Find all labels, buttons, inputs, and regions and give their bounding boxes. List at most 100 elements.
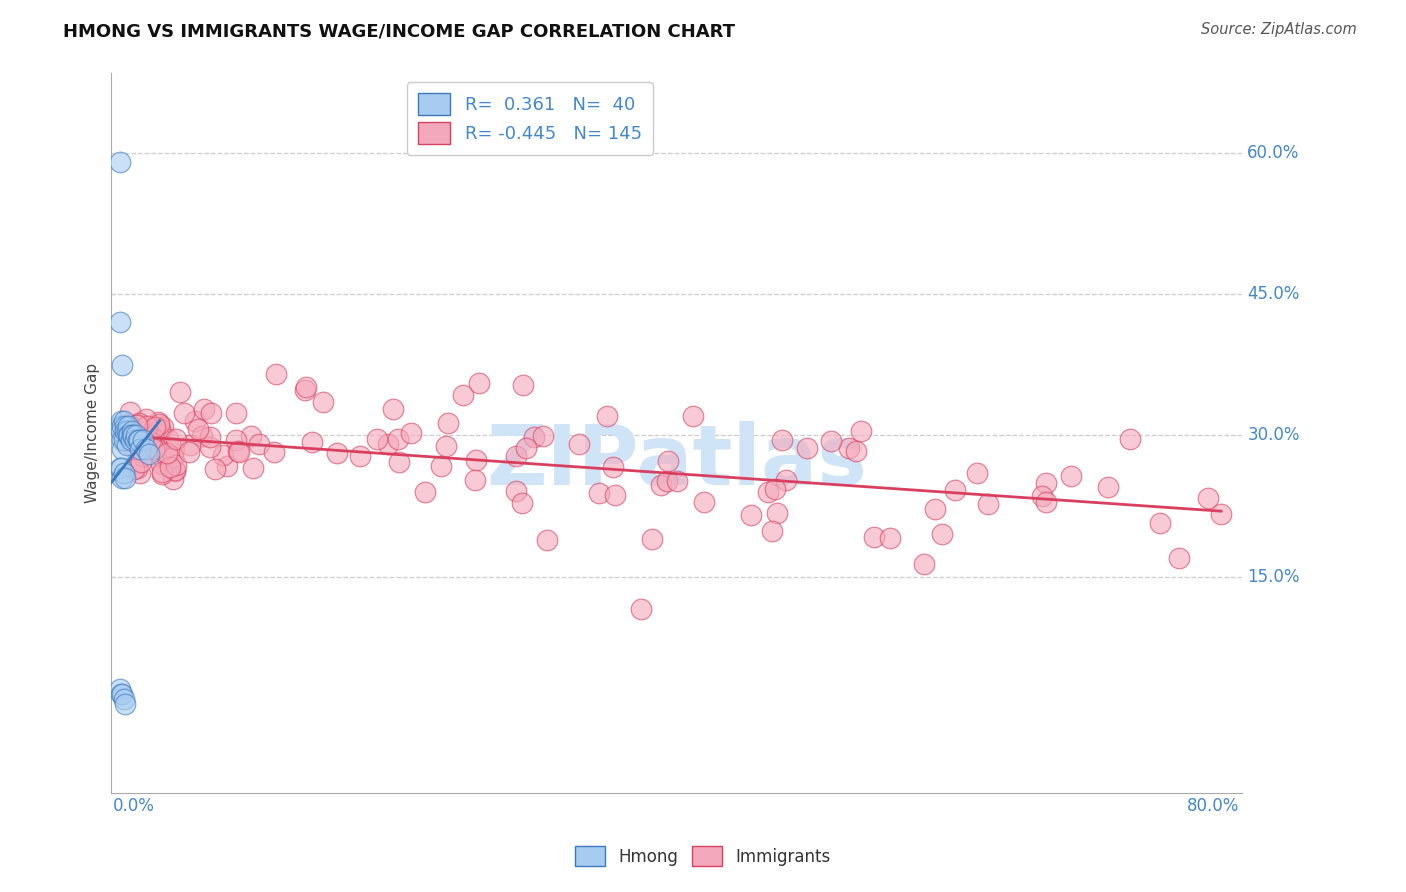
Point — [132, 439, 155, 453]
Point — [294, 380, 316, 394]
Point — [114, 471, 136, 485]
Text: 30.0%: 30.0% — [1247, 426, 1299, 444]
Point — [247, 437, 270, 451]
Point — [179, 444, 201, 458]
Point — [761, 524, 783, 538]
Point — [162, 472, 184, 486]
Point — [693, 495, 716, 509]
Point — [388, 454, 411, 468]
Point — [377, 437, 399, 451]
Point — [226, 443, 249, 458]
Point — [775, 473, 797, 487]
Point — [152, 419, 174, 434]
Text: HMONG VS IMMIGRANTS WAGE/INCOME GAP CORRELATION CHART: HMONG VS IMMIGRANTS WAGE/INCOME GAP CORR… — [63, 22, 735, 40]
Point — [437, 417, 460, 431]
Point — [849, 424, 872, 438]
Point — [148, 417, 170, 431]
Point — [125, 435, 148, 450]
Point — [121, 438, 143, 452]
Point — [112, 414, 135, 428]
Point — [139, 434, 162, 449]
Point — [132, 433, 155, 447]
Point — [239, 429, 262, 443]
Point — [451, 388, 474, 402]
Point — [650, 478, 672, 492]
Point — [756, 485, 779, 500]
Text: 60.0%: 60.0% — [1247, 144, 1299, 162]
Point — [135, 418, 157, 433]
Legend: Hmong, Immigrants: Hmong, Immigrants — [569, 839, 837, 873]
Point — [163, 462, 186, 476]
Point — [349, 449, 371, 463]
Point — [108, 461, 131, 475]
Point — [112, 466, 135, 480]
Point — [183, 414, 205, 428]
Point — [838, 442, 860, 456]
Point — [111, 433, 134, 447]
Point — [325, 446, 347, 460]
Point — [505, 449, 527, 463]
Point — [605, 488, 627, 502]
Point — [966, 467, 988, 481]
Point — [931, 527, 953, 541]
Point — [763, 483, 786, 497]
Point — [912, 557, 935, 571]
Point — [943, 483, 966, 497]
Point — [111, 418, 134, 433]
Point — [114, 418, 136, 433]
Point — [127, 434, 149, 449]
Point — [531, 428, 554, 442]
Point — [382, 402, 405, 417]
Point — [568, 437, 591, 451]
Point — [136, 430, 159, 444]
Point — [225, 433, 247, 447]
Point — [766, 506, 789, 520]
Point — [430, 458, 453, 473]
Text: 45.0%: 45.0% — [1247, 285, 1299, 303]
Point — [512, 377, 534, 392]
Point — [366, 432, 388, 446]
Point — [165, 458, 187, 472]
Point — [129, 455, 152, 469]
Point — [110, 461, 132, 475]
Point — [294, 383, 316, 397]
Point — [115, 438, 138, 452]
Point — [155, 448, 177, 462]
Point — [127, 433, 149, 447]
Point — [120, 419, 142, 434]
Point — [242, 461, 264, 475]
Point — [135, 447, 157, 461]
Point — [655, 474, 678, 488]
Point — [165, 464, 187, 478]
Point — [536, 533, 558, 548]
Point — [156, 445, 179, 459]
Point — [162, 450, 184, 465]
Point — [641, 532, 664, 546]
Text: 0.0%: 0.0% — [112, 797, 155, 814]
Point — [111, 442, 134, 457]
Point — [145, 441, 167, 455]
Point — [128, 416, 150, 430]
Point — [117, 418, 139, 433]
Point — [163, 442, 186, 456]
Point — [111, 471, 134, 485]
Point — [1149, 516, 1171, 530]
Point — [108, 155, 131, 169]
Point — [204, 462, 226, 476]
Point — [879, 531, 901, 545]
Point — [150, 467, 173, 482]
Point — [122, 428, 145, 442]
Point — [387, 432, 409, 446]
Point — [122, 462, 145, 476]
Point — [740, 508, 762, 522]
Point — [121, 428, 143, 442]
Text: Source: ZipAtlas.com: Source: ZipAtlas.com — [1201, 22, 1357, 37]
Point — [312, 395, 335, 409]
Point — [228, 444, 250, 458]
Point — [135, 442, 157, 457]
Point — [215, 458, 238, 473]
Point — [127, 417, 149, 431]
Point — [179, 438, 201, 452]
Point — [596, 409, 619, 424]
Point — [165, 432, 187, 446]
